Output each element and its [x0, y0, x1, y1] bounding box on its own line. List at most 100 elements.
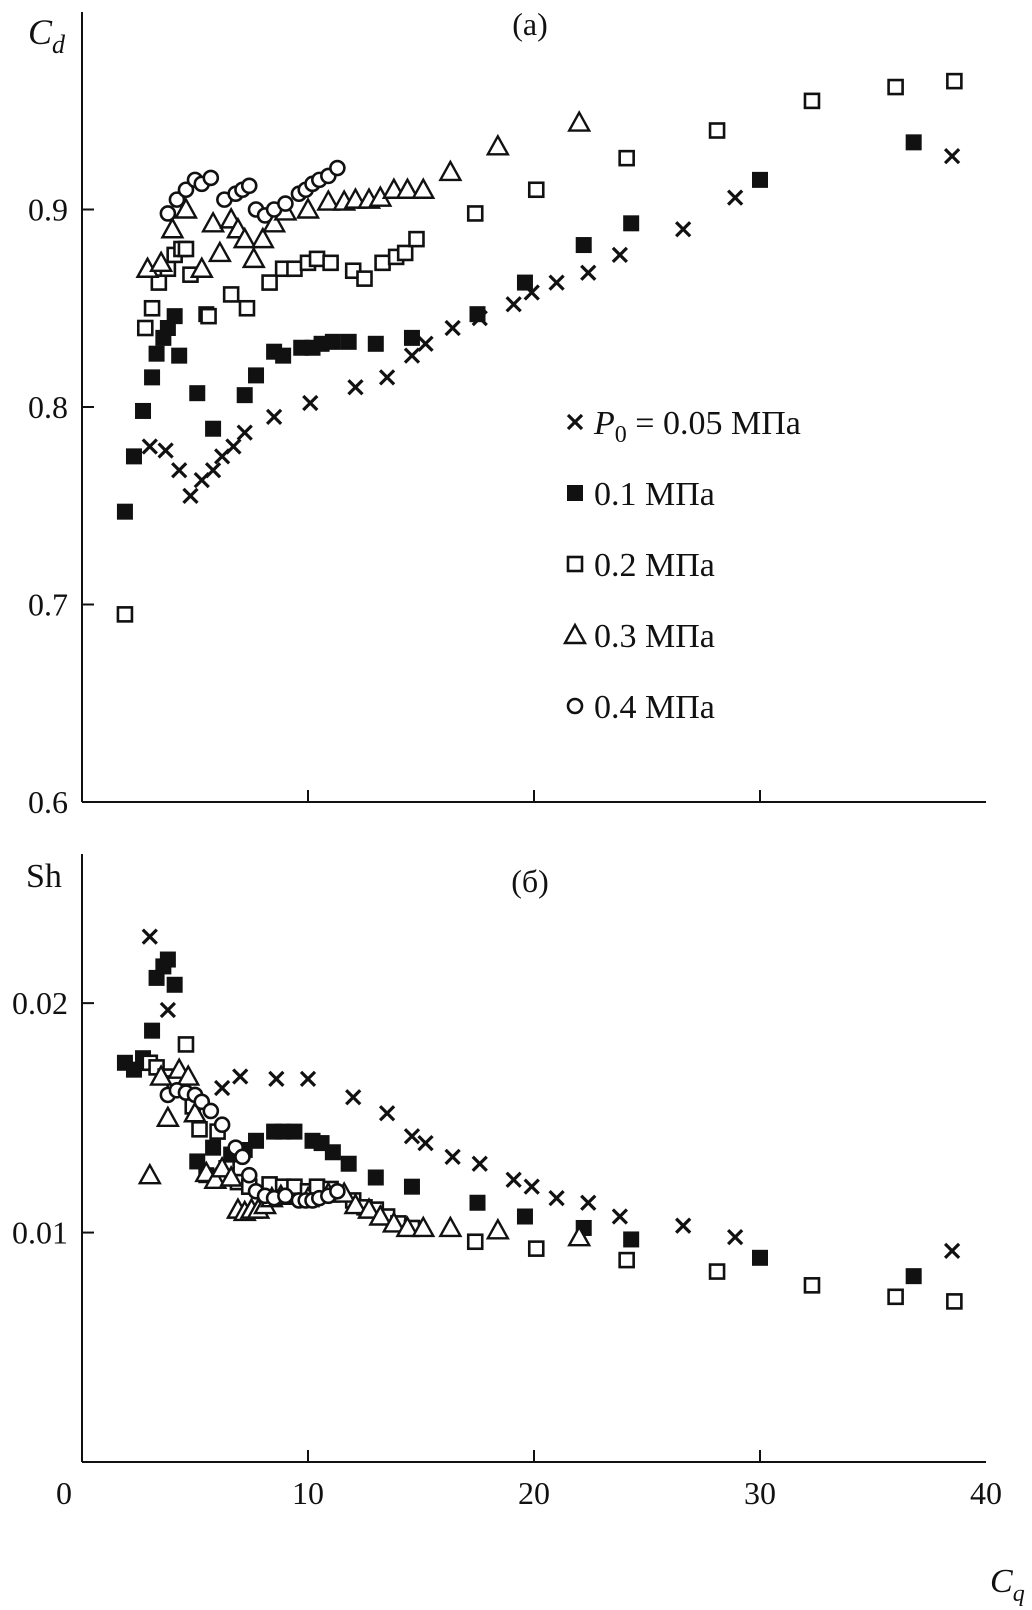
data-point-p04	[329, 159, 346, 177]
legend-marker-cross	[566, 413, 584, 431]
data-point-p01	[189, 385, 206, 402]
data-point-p01	[135, 402, 152, 419]
data-point-p04	[177, 181, 195, 199]
y-ticks-b: 0.01 0.02	[12, 985, 94, 1251]
data-point-p03	[137, 1162, 162, 1185]
x-tick-label: 0	[56, 1475, 72, 1511]
data-point-p03	[356, 1197, 382, 1219]
data-point-p03	[295, 197, 321, 219]
data-point-p02	[527, 1240, 545, 1257]
series-p02	[141, 1036, 963, 1310]
data-point-p005	[232, 1068, 249, 1085]
legend-label-p04: 0.4 МПа	[594, 689, 715, 726]
data-point-p005	[417, 335, 434, 352]
legend-item-p005: P0 = 0.05 МПа	[566, 405, 801, 448]
data-point-p03	[149, 1064, 174, 1086]
data-point-p03	[381, 1210, 406, 1233]
data-point-p04	[159, 205, 177, 222]
data-point-p01	[125, 448, 142, 465]
data-point-p02	[946, 72, 963, 90]
data-point-p04	[202, 169, 220, 187]
data-point-p005	[225, 438, 242, 455]
legend-marker-open-square	[566, 555, 584, 573]
data-point-p03	[485, 133, 510, 156]
series-p01	[116, 951, 922, 1285]
data-point-p02	[261, 274, 278, 291]
data-point-p02	[136, 319, 154, 337]
data-point-p04	[277, 1187, 294, 1205]
data-point-p01	[189, 1153, 206, 1170]
data-point-p03	[155, 1105, 180, 1128]
x-tick-label: 20	[518, 1475, 550, 1511]
data-point-p01	[248, 1132, 265, 1149]
legend-marker-filled-square	[567, 485, 583, 501]
x-tick-label: 10	[292, 1475, 324, 1511]
series-p02	[116, 72, 963, 623]
data-point-p02	[222, 286, 240, 303]
data-point-p01	[248, 367, 265, 384]
series-p005	[141, 928, 961, 1260]
data-point-p005	[727, 189, 744, 206]
data-point-p01	[905, 1268, 922, 1285]
data-point-p03	[219, 1165, 244, 1187]
data-point-p03	[438, 1215, 463, 1238]
series-p04	[159, 1082, 346, 1209]
data-point-p02	[116, 606, 134, 623]
data-point-p005	[171, 462, 188, 479]
legend-marker-cross	[566, 413, 584, 431]
data-point-p005	[204, 462, 222, 479]
data-point-p01	[469, 1194, 486, 1211]
data-point-p005	[523, 1178, 540, 1195]
data-point-p005	[345, 1089, 362, 1106]
data-point-p01	[166, 308, 183, 325]
data-point-p01	[171, 347, 188, 364]
data-point-p005	[580, 1194, 597, 1211]
data-point-p02	[396, 244, 414, 262]
panel-label-a: (a)	[512, 6, 548, 42]
data-point-p005	[265, 408, 283, 426]
data-point-p01	[205, 1139, 222, 1156]
legend-item-p04: 0.4 МПа	[566, 689, 715, 726]
series-p04	[159, 159, 346, 224]
data-point-p03	[250, 226, 275, 249]
data-point-p02	[618, 149, 635, 167]
data-point-p04	[240, 1166, 258, 1184]
data-point-p01	[286, 1123, 303, 1140]
data-point-p005	[157, 442, 174, 459]
legend-item-p01: 0.1 МПа	[567, 476, 715, 513]
data-point-p03	[567, 110, 592, 132]
data-point-p01	[166, 976, 183, 993]
data-point-p005	[580, 264, 597, 281]
data-point-p03	[368, 1204, 393, 1226]
data-point-p02	[177, 240, 195, 258]
data-point-p03	[189, 256, 214, 278]
data-point-p02	[527, 181, 545, 199]
legend-marker-open-square	[566, 555, 584, 573]
data-point-p01	[340, 333, 357, 350]
data-point-p02	[618, 1251, 635, 1269]
y-tick-label: 0.6	[28, 784, 68, 820]
data-point-p02	[322, 254, 339, 272]
y-tick-label: 0.7	[28, 587, 68, 623]
legend: P0 = 0.05 МПа 0.1 МПа 0.2 МПа 0.3 МПа 0.…	[562, 405, 801, 726]
x-ticks-b: 0 10 20 30 40	[56, 1450, 1002, 1511]
data-point-p005	[444, 1148, 461, 1165]
x-tick-label: 30	[744, 1475, 776, 1511]
data-point-p02	[803, 1277, 821, 1294]
data-point-p01	[905, 134, 922, 151]
data-point-p01	[116, 503, 133, 520]
legend-label-p01: 0.1 МПа	[594, 476, 715, 513]
data-point-p005	[268, 1070, 285, 1087]
data-point-p005	[299, 1070, 317, 1087]
data-point-p04	[234, 1148, 251, 1166]
data-point-p01	[148, 345, 165, 362]
data-point-p005	[675, 221, 692, 238]
data-point-p02	[143, 299, 161, 317]
data-point-p005	[943, 148, 961, 165]
data-point-p04	[168, 191, 186, 208]
data-point-p02	[887, 1288, 904, 1306]
data-point-p01	[159, 951, 176, 968]
y-tick-label: 0.9	[28, 192, 68, 228]
data-point-p03	[207, 240, 232, 263]
data-point-p04	[277, 195, 294, 212]
